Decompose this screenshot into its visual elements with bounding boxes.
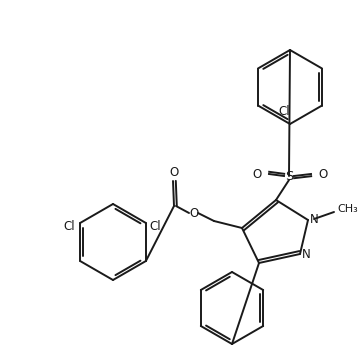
Text: O: O [252,167,262,181]
Text: Cl: Cl [149,220,160,232]
Text: Cl: Cl [64,220,75,232]
Text: O: O [170,166,179,178]
Text: N: N [310,212,319,226]
Text: Cl: Cl [278,105,290,117]
Text: CH₃: CH₃ [337,204,358,214]
Text: O: O [189,206,199,220]
Text: N: N [302,248,311,261]
Text: S: S [285,170,293,182]
Text: O: O [318,167,328,181]
